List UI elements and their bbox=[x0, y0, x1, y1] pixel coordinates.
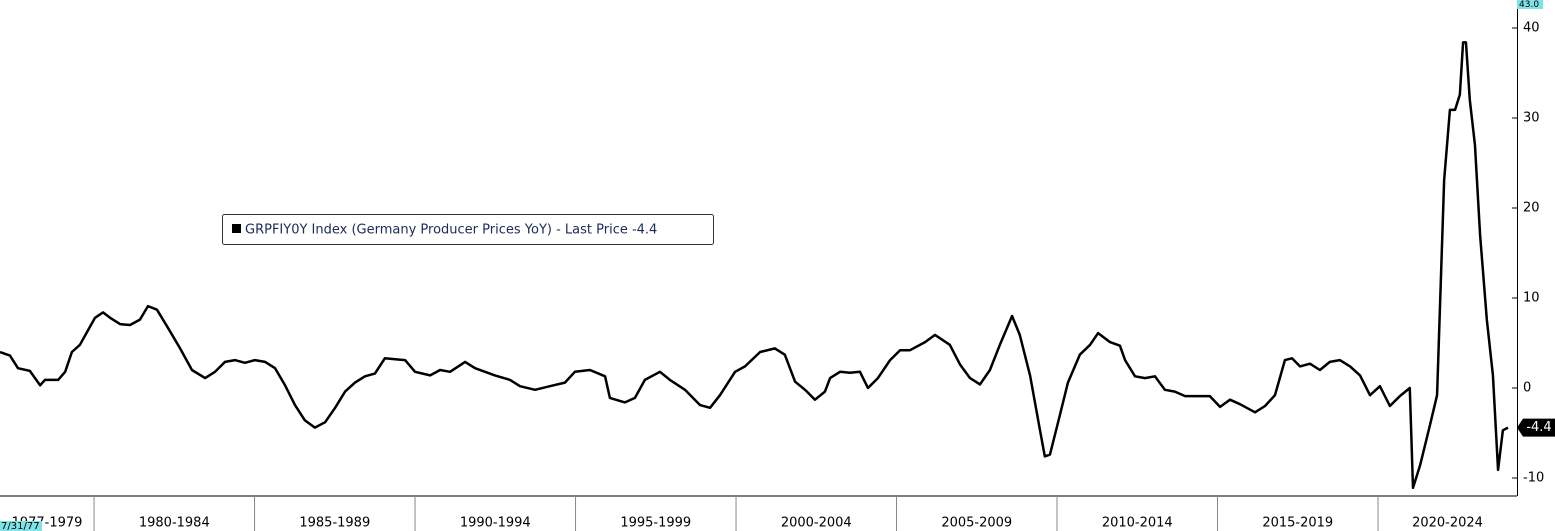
x-tick-label: 2015-2019 bbox=[1262, 516, 1333, 531]
axis-max-label: 43.0 bbox=[1519, 0, 1539, 10]
axis-max-box bbox=[1517, 0, 1543, 9]
legend-label: GRPFIY0Y Index (Germany Producer Prices … bbox=[245, 223, 657, 238]
legend-swatch bbox=[232, 224, 241, 233]
y-tick-label: 30 bbox=[1523, 111, 1540, 126]
y-tick-label: 10 bbox=[1523, 291, 1540, 306]
x-tick-label: 2020-2024 bbox=[1412, 516, 1483, 531]
x-tick-label: 1995-1999 bbox=[620, 516, 691, 531]
last-price-label: -4.4 bbox=[1526, 420, 1551, 435]
start-date-label: 7/31/77 bbox=[1, 521, 40, 531]
x-tick-label: 2010-2014 bbox=[1102, 516, 1173, 531]
x-tick-label: 2000-2004 bbox=[781, 516, 852, 531]
start-date-box bbox=[0, 521, 42, 531]
x-tick-label: 2005-2009 bbox=[941, 516, 1012, 531]
last-price-box bbox=[1517, 418, 1555, 437]
y-tick-label: -10 bbox=[1523, 471, 1544, 486]
y-tick-label: 0 bbox=[1523, 381, 1531, 396]
x-tick-label: 1990-1994 bbox=[460, 516, 531, 531]
y-tick-label: 40 bbox=[1523, 21, 1540, 36]
legend: GRPFIY0Y Index (Germany Producer Prices … bbox=[222, 214, 714, 245]
x-tick-label: 1985-1989 bbox=[299, 516, 370, 531]
y-tick-label: 20 bbox=[1523, 201, 1540, 216]
x-tick-label: 1980-1984 bbox=[139, 516, 210, 531]
series-line bbox=[0, 41, 1509, 490]
legend-box bbox=[222, 214, 714, 245]
